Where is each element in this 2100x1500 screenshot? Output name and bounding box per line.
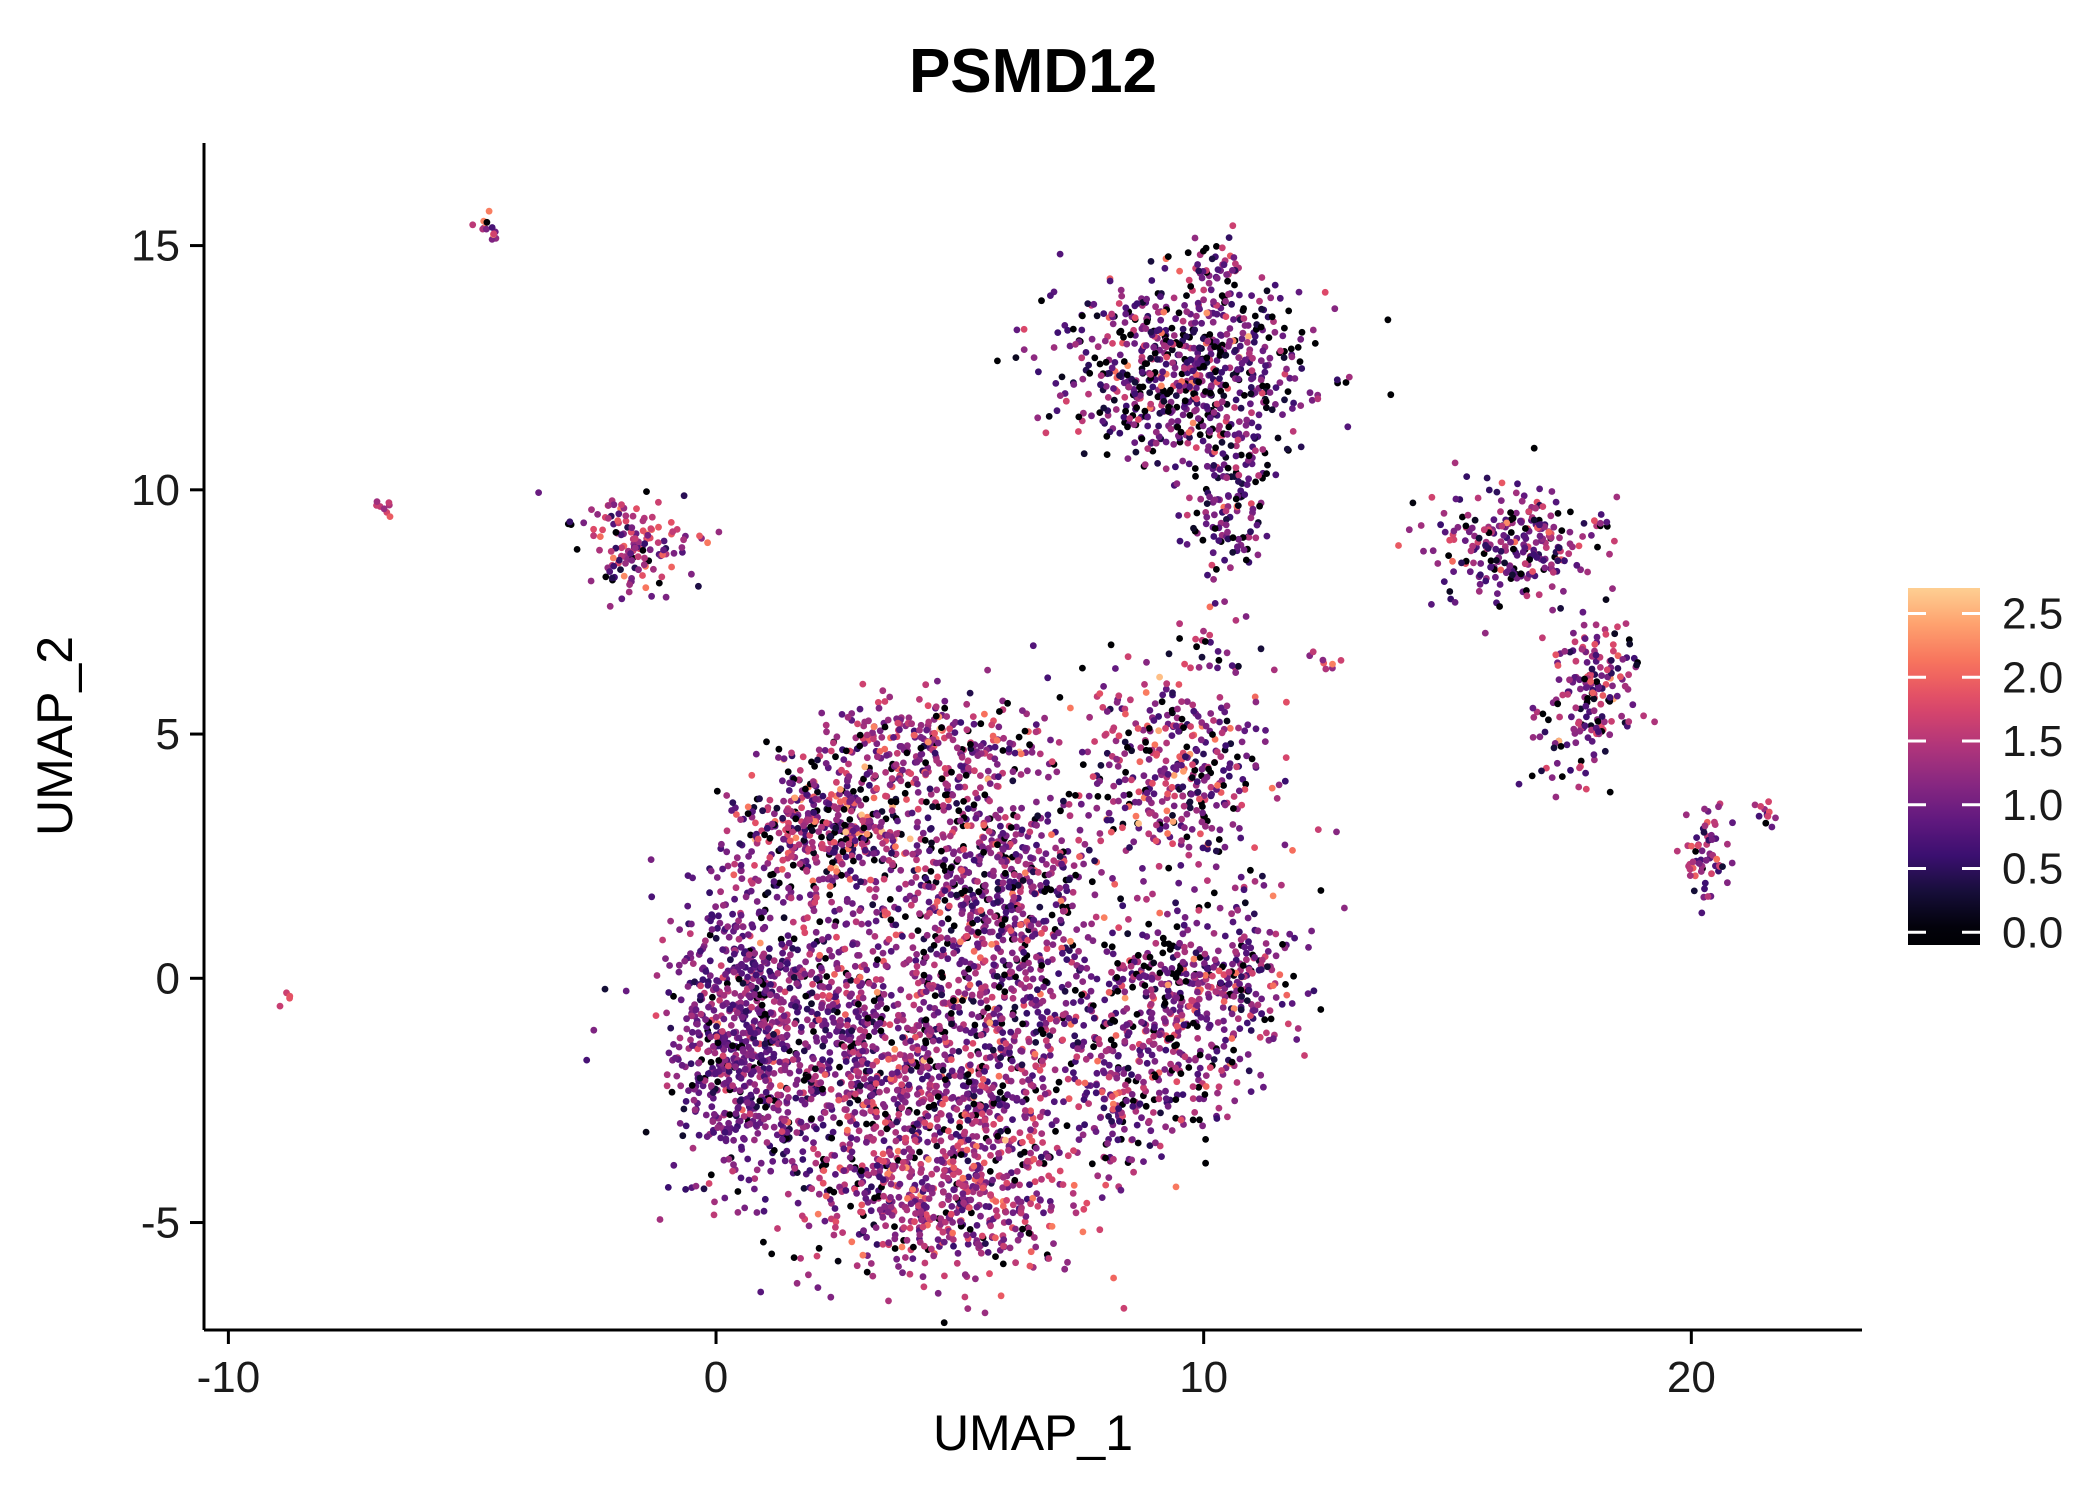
plot-title: PSMD12	[909, 37, 1157, 106]
x-axis: -10 0 10 20	[197, 1328, 1862, 1402]
y-axis-title: UMAP_2	[27, 636, 83, 836]
data-points-layer	[276, 207, 1779, 1327]
x-axis-title: UMAP_1	[933, 1405, 1133, 1461]
color-legend: 2.52.01.51.00.50.0	[1908, 588, 2063, 957]
